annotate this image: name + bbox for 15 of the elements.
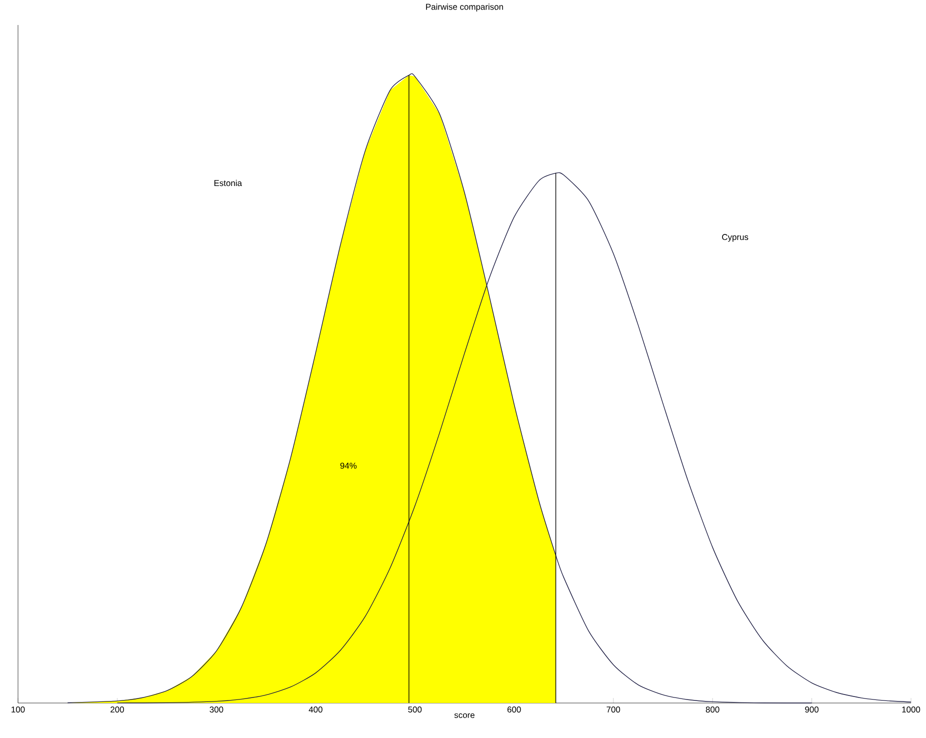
annotation: Estonia: [214, 180, 242, 186]
chart-title: Pairwise comparison: [426, 4, 503, 12]
annotation: Cyprus: [722, 234, 748, 242]
x-tick-label: 700: [606, 706, 620, 713]
x-tick-label: 500: [408, 706, 422, 713]
x-tick-label: 600: [507, 706, 521, 713]
x-tick-label: 400: [308, 706, 322, 713]
x-tick-label: 900: [805, 706, 819, 713]
x-tick-label: 200: [110, 706, 124, 713]
x-tick-label: 1000: [902, 706, 920, 713]
x-tick-label: 100: [12, 706, 25, 713]
x-tick-label: 300: [210, 706, 224, 713]
annotation: 94%: [340, 462, 357, 469]
x-tick-label: 800: [706, 706, 720, 713]
x-axis-title: score: [454, 713, 474, 718]
